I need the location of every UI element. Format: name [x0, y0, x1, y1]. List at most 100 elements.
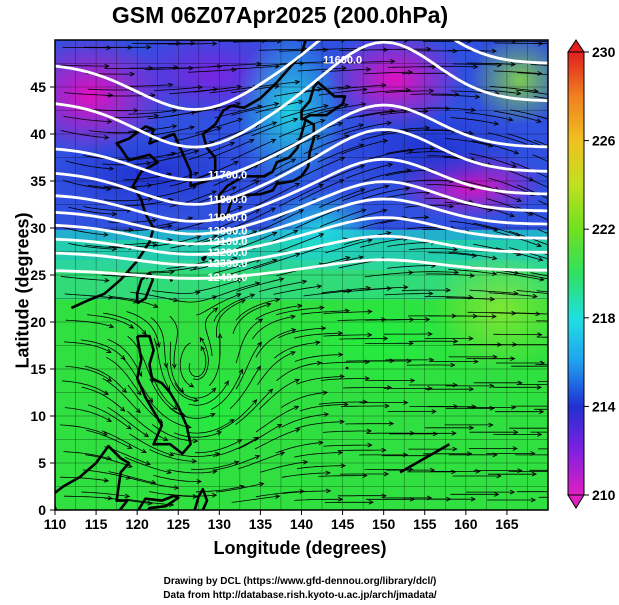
x-tick-label: 160 — [454, 516, 478, 532]
streamline — [364, 272, 413, 278]
coastline-segment — [70, 40, 307, 310]
streamline — [110, 296, 158, 308]
streamline — [64, 407, 112, 422]
streamline-arrowhead — [108, 92, 114, 98]
streamline — [388, 66, 437, 68]
streamline-arrowhead — [491, 255, 498, 261]
streamline — [102, 378, 141, 413]
streamline-arrowhead — [537, 432, 543, 437]
streamline — [150, 317, 167, 368]
streamline — [213, 282, 260, 299]
streamline — [149, 400, 191, 428]
streamline-arrowhead — [156, 342, 161, 348]
streamline — [84, 244, 133, 249]
streamline-arrowhead — [317, 87, 323, 92]
streamline — [517, 72, 548, 76]
streamline — [169, 407, 215, 419]
height-contour — [55, 216, 548, 256]
streamline-arrowhead — [368, 499, 374, 505]
streamline — [238, 452, 285, 470]
streamline-arrowhead — [388, 421, 395, 427]
streamline — [294, 354, 343, 362]
streamline — [424, 296, 473, 298]
streamline — [82, 469, 131, 479]
streamline-arrowhead — [120, 406, 126, 412]
streamline-arrowhead — [536, 384, 543, 390]
streamline-arrowhead — [187, 216, 194, 221]
streamline — [345, 163, 393, 179]
streamline — [258, 280, 307, 292]
streamline — [448, 269, 497, 275]
streamline-arrowhead — [272, 231, 278, 237]
streamline-arrowhead — [491, 314, 497, 319]
streamline-arrowhead — [559, 94, 563, 98]
streamline — [229, 259, 277, 275]
streamline — [532, 154, 548, 162]
colorbar-tick-label: 218 — [592, 310, 616, 326]
streamline — [409, 271, 459, 273]
streamline-arrowhead — [530, 497, 537, 503]
streamline-arrowhead — [240, 299, 247, 304]
streamline — [316, 124, 364, 140]
streamline — [153, 474, 201, 482]
streamline — [365, 150, 414, 161]
contour-label: 11700.0 — [208, 170, 247, 182]
streamline-arrowhead — [151, 217, 158, 223]
streamline-arrowhead — [193, 171, 199, 177]
streamline-arrowhead — [493, 121, 500, 126]
streamline — [342, 185, 389, 202]
streamline — [532, 180, 548, 188]
streamline — [301, 310, 350, 315]
streamline-arrowhead — [408, 467, 414, 472]
streamline — [530, 272, 548, 277]
coastline-segment — [300, 81, 347, 122]
streamline-arrowhead — [295, 252, 301, 258]
streamline-arrowhead — [171, 108, 178, 114]
streamline-arrowhead — [294, 79, 301, 85]
streamline — [447, 315, 496, 317]
streamline-arrowhead — [120, 355, 126, 361]
streamline-arrowhead — [390, 59, 396, 64]
streamline — [107, 338, 142, 377]
streamline-arrowhead — [163, 362, 169, 369]
streamline — [486, 198, 533, 216]
streamline — [106, 356, 142, 396]
streamline — [68, 206, 117, 215]
streamline-arrowhead — [539, 276, 545, 282]
streamline — [426, 184, 475, 190]
streamline-arrowhead — [270, 139, 277, 144]
streamline-arrowhead — [492, 354, 498, 360]
streamline — [322, 287, 371, 294]
streamline — [427, 107, 476, 111]
streamline-arrowhead — [302, 460, 309, 465]
streamline-arrowhead — [386, 230, 392, 236]
streamline — [208, 139, 254, 159]
streamline-arrowhead — [386, 120, 393, 126]
streamline-arrowhead — [190, 41, 196, 46]
streamline — [428, 252, 477, 257]
streamline — [171, 452, 220, 457]
streamline — [81, 386, 125, 412]
streamline — [210, 369, 243, 410]
streamline-arrowhead — [471, 253, 478, 258]
streamline-arrowhead — [211, 190, 217, 195]
streamline-arrowhead — [108, 323, 115, 329]
streamline-arrowhead — [279, 451, 286, 456]
streamline — [469, 153, 517, 168]
streamline — [296, 376, 345, 385]
streamline-arrowhead — [553, 119, 557, 123]
y-tick-label: 35 — [30, 173, 46, 189]
streamline-arrowhead — [425, 317, 431, 322]
streamline — [405, 151, 454, 154]
streamline — [318, 103, 366, 114]
streamline-arrowhead — [293, 405, 300, 411]
streamline — [296, 465, 346, 470]
streamline — [60, 130, 109, 139]
coastline-segment — [255, 437, 259, 441]
streamline-arrowhead — [106, 377, 113, 382]
streamline — [316, 48, 365, 50]
streamline-arrowhead — [141, 330, 147, 336]
streamline-arrowhead — [275, 494, 281, 499]
streamline — [410, 93, 459, 95]
streamline-arrowhead — [179, 387, 185, 393]
